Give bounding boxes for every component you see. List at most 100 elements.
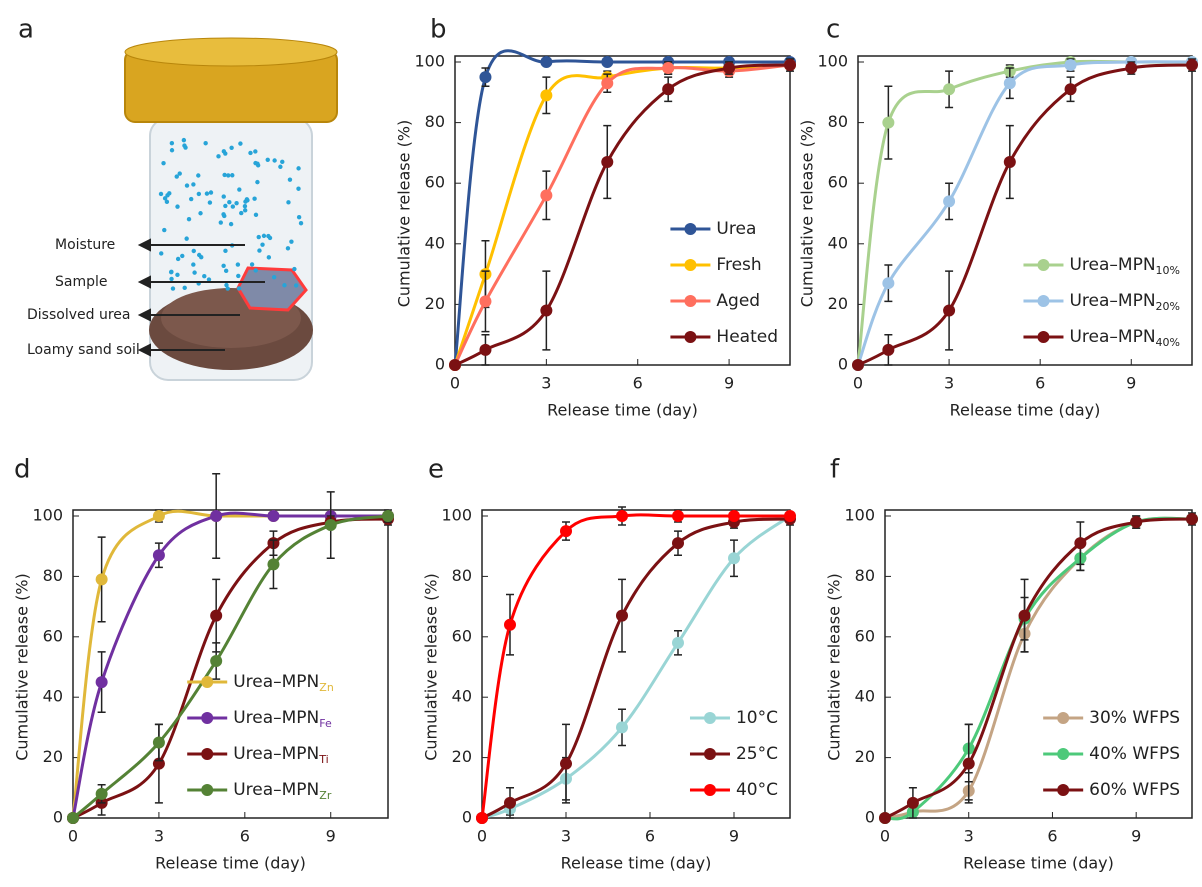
legend-label: Urea–MPN40%: [1069, 327, 1180, 349]
data-point: [882, 277, 895, 290]
legend-name: Urea–MPN: [1069, 291, 1155, 311]
series-line: [884, 516, 1193, 821]
y-tick-label: 20: [43, 747, 63, 766]
moisture-dot: [197, 252, 202, 258]
y-tick-label: 60: [452, 626, 472, 645]
moisture-dot: [271, 275, 277, 280]
y-tick-label: 80: [43, 566, 63, 585]
legend-item: 40% WFPS: [1043, 744, 1180, 764]
moisture-dot: [253, 212, 259, 218]
moisture-dot: [255, 163, 261, 168]
y-tick-label: 100: [817, 52, 848, 71]
moisture-dot: [286, 200, 291, 205]
legend-item: Urea–MPNZn: [187, 672, 334, 694]
moisture-dot: [188, 196, 194, 202]
y-tick-label: 0: [865, 808, 875, 827]
y-tick-label: 20: [828, 294, 848, 313]
legend-label: Heated: [716, 327, 778, 347]
moisture-dot: [248, 150, 253, 156]
data-point: [210, 609, 223, 622]
legend-label: 10°C: [736, 708, 778, 728]
data-point: [476, 812, 488, 824]
moisture-dot: [175, 272, 180, 278]
x-tick-label: 6: [240, 827, 250, 846]
y-axis-label: Cumulative release (%): [13, 573, 32, 761]
x-tick-label: 9: [729, 827, 739, 846]
legend-marker: [684, 259, 697, 271]
data-point: [267, 510, 280, 522]
moisture-dot: [177, 171, 182, 176]
data-point: [210, 654, 223, 667]
series-line: [72, 514, 389, 820]
panel-letter: c: [826, 15, 840, 45]
moisture-dot: [182, 143, 187, 148]
legend-label: 40% WFPS: [1089, 744, 1180, 764]
annotation: Sample: [55, 274, 108, 290]
legend-subscript: Ti: [318, 753, 328, 766]
legend-label: Urea–MPNFe: [233, 708, 332, 730]
moisture-dot: [216, 154, 221, 159]
legend-name: Urea–MPN: [233, 744, 319, 764]
moisture-dot: [253, 149, 258, 154]
data-point: [152, 549, 165, 562]
legend-marker: [703, 784, 716, 796]
data-point: [723, 62, 736, 75]
data-point: [1074, 537, 1087, 550]
y-tick-label: 60: [855, 626, 875, 645]
legend-item: Fresh: [670, 255, 762, 275]
legend-marker: [684, 223, 697, 235]
y-tick-label: 0: [838, 355, 848, 374]
x-axis-label: Release time (day): [963, 854, 1114, 873]
legend-label: 25°C: [736, 744, 778, 764]
x-tick-label: 0: [477, 827, 487, 846]
panel: f 0 20 40 60 80 100 0 3 6 9 Release time (day) Cumul…: [825, 455, 1198, 873]
data-point: [479, 343, 492, 356]
moisture-dot: [257, 248, 262, 253]
data-point: [616, 721, 628, 734]
data-point: [267, 558, 280, 571]
moisture-dot: [169, 140, 175, 146]
data-point: [882, 116, 895, 129]
moisture-dot: [296, 166, 301, 171]
y-tick-label: 80: [425, 112, 445, 131]
data-point: [1125, 62, 1138, 75]
moisture-dot: [285, 246, 291, 251]
data-point: [1186, 59, 1198, 72]
moisture-dot: [175, 256, 181, 262]
lid-top: [124, 37, 338, 67]
y-axis-label: Cumulative release (%): [825, 573, 844, 761]
series-line: [884, 516, 1193, 820]
data-point: [728, 552, 740, 565]
legend-subscript: 40%: [1156, 336, 1180, 349]
moisture-dot: [253, 268, 258, 273]
legend-label: Urea–MPN10%: [1069, 255, 1180, 277]
legend-name: 40°C: [736, 780, 778, 800]
series-line: [453, 49, 790, 366]
data-point: [152, 736, 165, 749]
y-tick-label: 0: [462, 808, 472, 827]
legend-label: Urea–MPNTi: [233, 744, 329, 766]
moisture-dot: [230, 204, 236, 209]
legend-label: 60% WFPS: [1089, 780, 1180, 800]
moisture-dot: [242, 208, 248, 213]
y-tick-label: 80: [452, 566, 472, 585]
y-tick-label: 40: [828, 233, 848, 252]
data-point: [1064, 59, 1077, 72]
legend-marker: [1057, 784, 1070, 796]
moisture-dot: [261, 233, 267, 239]
moisture-dot: [207, 200, 213, 205]
y-tick-label: 20: [855, 747, 875, 766]
moisture-dot: [255, 179, 260, 185]
x-tick-label: 9: [1126, 374, 1136, 393]
series-line: [481, 514, 791, 820]
data-point: [1064, 83, 1077, 96]
moisture-dot: [180, 253, 185, 259]
legend-name: Aged: [716, 291, 760, 311]
y-axis-label: Cumulative release (%): [422, 573, 441, 761]
panel-letter: a: [18, 15, 34, 45]
x-tick-label: 9: [724, 374, 734, 393]
legend-name: Urea: [716, 219, 756, 239]
y-tick-label: 40: [425, 233, 445, 252]
legend-subscript: 20%: [1156, 300, 1180, 313]
legend-item: Urea: [670, 219, 756, 239]
